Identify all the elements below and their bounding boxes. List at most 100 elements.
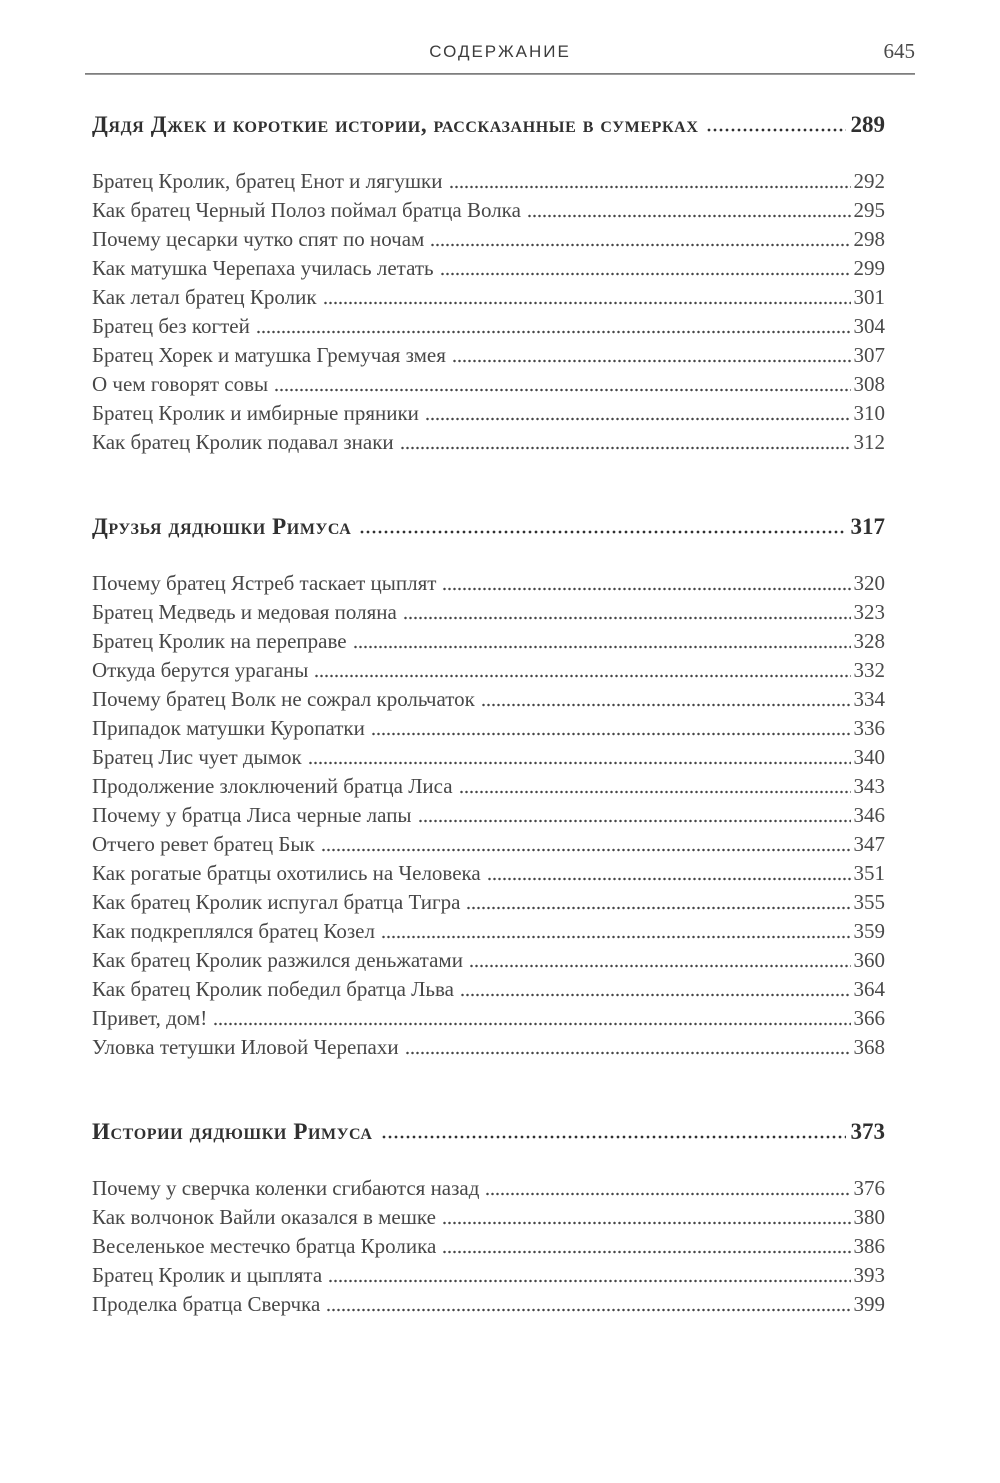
- dot-leader: [307, 743, 851, 765]
- entry-page-number: 308: [853, 372, 886, 396]
- entry-page-number: 336: [853, 716, 886, 740]
- toc-entry: Как волчонок Вайли оказался в мешке 380: [92, 1203, 885, 1232]
- entry-page-number: 359: [853, 919, 886, 943]
- entry-page-number: 399: [853, 1292, 886, 1316]
- entry-title: Почему у сверчка коленки сгибаются назад: [92, 1176, 480, 1200]
- entry-title: Почему цесарки чутко спят по ночам: [92, 227, 425, 251]
- dot-leader: [526, 196, 851, 218]
- section-entries: Почему братец Ястреб таскает цыплят 320 …: [92, 569, 885, 1062]
- toc-page: СОДЕРЖАНИЕ 645 Дядя Джек и короткие исто…: [0, 39, 1000, 1483]
- entry-title: Как братец Кролик победил братца Льва: [92, 977, 454, 1001]
- dot-leader: [442, 569, 851, 591]
- dot-leader: [468, 946, 851, 968]
- entry-title: Почему у братца Лиса черные лапы: [92, 803, 412, 827]
- section-title: Истории дядюшки Римуса: [92, 1119, 373, 1144]
- entry-title: Братец Медведь и медовая поляна: [92, 600, 397, 624]
- entry-title: Как летал братец Кролик: [92, 285, 317, 309]
- dot-leader: [442, 1232, 851, 1254]
- toc-entry: Братец Кролик, братец Енот и лягушки 292: [92, 167, 885, 196]
- section-heading: Дядя Джек и короткие истории, рассказанн…: [92, 110, 885, 140]
- dot-leader: [485, 1174, 851, 1196]
- entry-page-number: 323: [853, 600, 886, 624]
- toc-entry: Братец Лис чует дымок 340: [92, 743, 885, 772]
- entry-page-number: 346: [853, 803, 886, 827]
- entry-title: Братец Кролик на переправе: [92, 629, 347, 653]
- entry-page-number: 295: [853, 198, 886, 222]
- entry-page-number: 301: [853, 285, 886, 309]
- section-page-number: 317: [850, 514, 886, 539]
- dot-leader: [706, 110, 846, 132]
- dot-leader: [458, 772, 851, 794]
- toc-content: Дядя Джек и короткие истории, рассказанн…: [92, 110, 885, 1319]
- toc-entry: Почему братец Волк не сожрал крольчаток …: [92, 685, 885, 714]
- dot-leader: [314, 656, 851, 678]
- entry-title: Как братец Кролик разжился деньжатами: [92, 948, 463, 972]
- toc-entry: Откуда берутся ураганы 332: [92, 656, 885, 685]
- toc-entry: Братец без когтей 304: [92, 312, 885, 341]
- dot-leader: [322, 283, 851, 305]
- entry-title: Почему братец Волк не сожрал крольчаток: [92, 687, 475, 711]
- dot-leader: [439, 254, 851, 276]
- entry-page-number: 368: [853, 1035, 886, 1059]
- dot-leader: [370, 714, 851, 736]
- toc-entry: Почему у братца Лиса черные лапы 346: [92, 801, 885, 830]
- entry-title: Как матушка Черепаха училась летать: [92, 256, 434, 280]
- toc-entry: Как братец Кролик подавал знаки 312: [92, 428, 885, 457]
- dot-leader: [399, 428, 851, 450]
- entry-title: Братец Кролик, братец Енот и лягушки: [92, 169, 443, 193]
- toc-entry: О чем говорят совы 308: [92, 370, 885, 399]
- dot-leader: [352, 627, 851, 649]
- toc-entry: Как подкреплялся братец Козел 359: [92, 917, 885, 946]
- section-entries: Братец Кролик, братец Енот и лягушки 292…: [92, 167, 885, 457]
- dot-leader: [402, 598, 851, 620]
- section-title: Друзья дядюшки Римуса: [92, 514, 352, 539]
- entry-page-number: 299: [853, 256, 886, 280]
- toc-entry: Привет, дом! 366: [92, 1004, 885, 1033]
- dot-leader: [430, 225, 851, 247]
- dot-leader: [459, 975, 851, 997]
- entry-page-number: 355: [853, 890, 886, 914]
- entry-title: Как рогатые братцы охотились на Человека: [92, 861, 481, 885]
- entry-page-number: 343: [853, 774, 886, 798]
- toc-entry: Как братец Черный Полоз поймал братца Во…: [92, 196, 885, 225]
- entry-title: Привет, дом!: [92, 1006, 208, 1030]
- entry-page-number: 328: [853, 629, 886, 653]
- entry-page-number: 312: [853, 430, 886, 454]
- entry-page-number: 347: [853, 832, 886, 856]
- toc-entry: Братец Кролик и цыплята 393: [92, 1261, 885, 1290]
- toc-entry: Припадок матушки Куропатки 336: [92, 714, 885, 743]
- entry-page-number: 304: [853, 314, 886, 338]
- entry-title: Братец Кролик и цыплята: [92, 1263, 323, 1287]
- entry-page-number: 366: [853, 1006, 886, 1030]
- entry-title: Отчего ревет братец Бык: [92, 832, 315, 856]
- entry-page-number: 310: [853, 401, 886, 425]
- entry-page-number: 332: [853, 658, 886, 682]
- dot-leader: [380, 917, 851, 939]
- toc-entry: Почему братец Ястреб таскает цыплят 320: [92, 569, 885, 598]
- dot-leader: [441, 1203, 851, 1225]
- section-page-number: 289: [850, 112, 886, 137]
- entry-title: Как братец Черный Полоз поймал братца Во…: [92, 198, 521, 222]
- toc-entry: Как матушка Черепаха училась летать 299: [92, 254, 885, 283]
- dot-leader: [480, 685, 851, 707]
- entry-title: Припадок матушки Куропатки: [92, 716, 365, 740]
- entry-title: Братец Кролик и имбирные пряники: [92, 401, 419, 425]
- toc-section: Друзья дядюшки Римуса 317 Почему братец …: [92, 512, 885, 1062]
- toc-section: Дядя Джек и короткие истории, рассказанн…: [92, 110, 885, 457]
- dot-leader: [448, 167, 851, 189]
- entry-title: Братец без когтей: [92, 314, 250, 338]
- entry-title: Продолжение злоключений братца Лиса: [92, 774, 453, 798]
- toc-entry: Проделка братца Сверчка 399: [92, 1290, 885, 1319]
- toc-entry: Братец Кролик и имбирные пряники 310: [92, 399, 885, 428]
- entry-title: Как братец Кролик испугал братца Тигра: [92, 890, 461, 914]
- toc-entry: Как рогатые братцы охотились на Человека…: [92, 859, 885, 888]
- entry-title: Как подкреплялся братец Козел: [92, 919, 375, 943]
- entry-page-number: 386: [853, 1234, 886, 1258]
- dot-leader: [274, 370, 851, 392]
- dot-leader: [486, 859, 851, 881]
- running-title: СОДЕРЖАНИЕ: [429, 42, 571, 61]
- entry-page-number: 292: [853, 169, 886, 193]
- toc-entry: Братец Хорек и матушка Гремучая змея 307: [92, 341, 885, 370]
- entry-title: Как волчонок Вайли оказался в мешке: [92, 1205, 436, 1229]
- dot-leader: [466, 888, 851, 910]
